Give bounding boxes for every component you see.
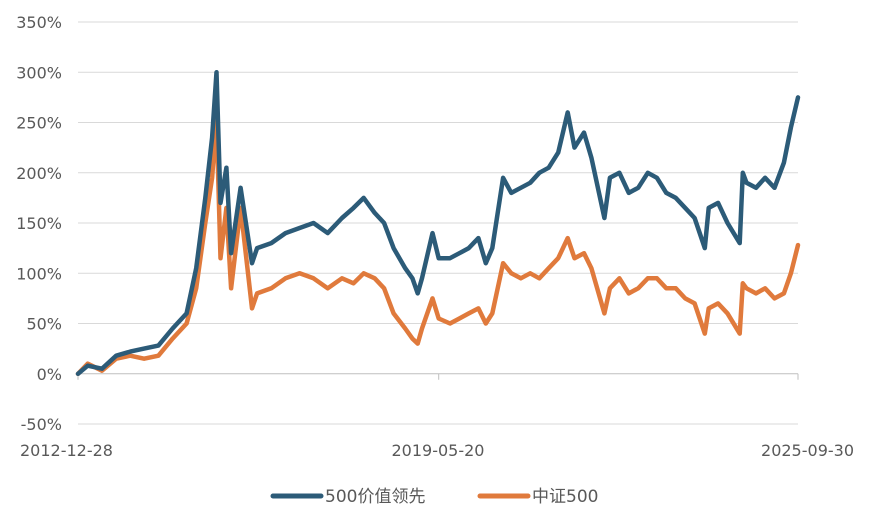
legend-label: 500价值领先 (325, 487, 425, 507)
series-layer (75, 70, 801, 377)
y-tick-label: 100% (16, 264, 62, 283)
y-tick-label: 350% (16, 13, 62, 32)
y-tick-label: 50% (26, 315, 62, 334)
y-tick-label: 300% (16, 63, 62, 82)
x-tick-label: 2012-12-28 (20, 441, 113, 460)
x-tick-label: 2019-05-20 (392, 441, 485, 460)
legend-label: 中证500 (532, 487, 598, 507)
legend: 500价值领先 中证500 (270, 487, 598, 507)
x-tick-label: 2025-09-30 (761, 441, 854, 460)
y-tick-label: 250% (16, 114, 62, 133)
y-axis-labels: 350% 300% 250% 200% 150% 100% 50% 0% -50% (16, 13, 62, 434)
y-tick-label: 150% (16, 214, 62, 233)
y-tick-label: 200% (16, 164, 62, 183)
gridlines (78, 21, 798, 425)
series-line-0 (75, 70, 801, 377)
y-tick-label: -50% (21, 415, 62, 434)
y-tick-label: 0% (37, 365, 62, 384)
series-line-1 (75, 115, 801, 377)
x-axis: 2012-12-28 2019-05-20 2025-09-30 (20, 373, 854, 460)
